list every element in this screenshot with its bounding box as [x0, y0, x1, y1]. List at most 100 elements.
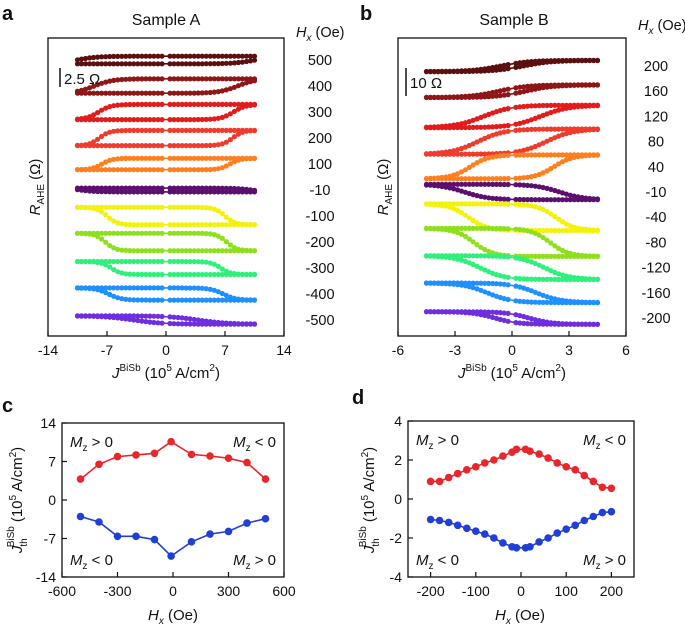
loop-point [423, 175, 430, 182]
loop-point [175, 248, 181, 254]
loop-point [536, 262, 542, 268]
loop-point [179, 204, 185, 210]
loop-point [478, 176, 484, 182]
loop-point [111, 128, 117, 134]
loop-point [247, 321, 254, 327]
loop-point [223, 139, 229, 145]
x-tick-label: -200 [417, 583, 445, 599]
loop-point [567, 192, 573, 198]
loop-point [183, 155, 189, 161]
data-point [562, 525, 570, 533]
loop-point [563, 300, 570, 306]
loop-point [82, 55, 89, 62]
loop-point [548, 152, 554, 158]
loop-point [466, 181, 472, 187]
loop-point [115, 156, 121, 162]
loop-hx--80 [423, 225, 601, 259]
series-positive [426, 445, 616, 493]
loop-point [451, 68, 457, 74]
loop-point [215, 155, 221, 161]
loop-point [247, 248, 254, 254]
loop-point [127, 117, 133, 123]
data-point [490, 456, 498, 464]
loop-point [179, 53, 185, 59]
loop-point [191, 321, 197, 327]
loop-point [151, 319, 157, 326]
loop-point [111, 77, 117, 83]
panel-a-ylabel: RAHE (Ω) [27, 159, 47, 216]
loop-point [91, 117, 97, 123]
loop-point [191, 143, 197, 149]
loop-point [123, 127, 129, 134]
loop-point [191, 185, 197, 191]
loop-point [119, 189, 125, 195]
loop-point [435, 253, 441, 260]
loop-point [87, 55, 93, 61]
panel-d-ylabel: JthBiSb(105 A/cm2) [358, 447, 382, 554]
data-point [571, 466, 579, 474]
loop-point [143, 297, 149, 303]
loop-point [199, 167, 205, 173]
loop-point [207, 101, 213, 107]
loop-point [167, 258, 173, 265]
loop-point [78, 56, 85, 62]
loop-point [82, 90, 89, 96]
loop-point [231, 53, 237, 59]
loop-point [123, 271, 129, 277]
loop-point [111, 285, 117, 291]
loop-point [211, 321, 217, 327]
loop-point [78, 116, 85, 122]
loop-point [215, 185, 221, 191]
loop-point [135, 167, 141, 173]
loop-point [451, 206, 457, 212]
loop-point [532, 143, 538, 150]
loop-point [74, 167, 81, 173]
loop-point [532, 321, 538, 327]
loop-point [143, 230, 149, 236]
loop-point [490, 181, 496, 187]
loop-point [171, 117, 177, 123]
loop-hx--100 [74, 204, 258, 228]
loop-point [147, 143, 153, 149]
loop-point [455, 147, 461, 153]
mz-annotation: Mz > 0 [233, 552, 276, 572]
loop-point [223, 248, 229, 254]
loop-point [505, 310, 511, 316]
loop-point [187, 230, 193, 236]
loop-point [536, 184, 542, 190]
loop-point [223, 297, 229, 303]
loop-point [528, 174, 535, 180]
loop-point [131, 313, 137, 319]
loop-hx--10 [74, 185, 258, 195]
loop-point [235, 53, 241, 59]
loop-point [111, 230, 117, 236]
loop-point [563, 191, 570, 197]
loop-hx--120 [423, 253, 601, 283]
loop-point [135, 189, 141, 195]
loop-point [470, 280, 476, 286]
loop-point [443, 184, 449, 190]
loop-point [159, 143, 165, 149]
loop-point [199, 127, 205, 133]
loop-hx-200 [423, 57, 601, 75]
loop-point [594, 102, 601, 108]
loop-point [462, 167, 468, 173]
x-tick-label: -600 [48, 583, 76, 599]
loop-point [556, 82, 562, 88]
loop-point [223, 113, 229, 119]
loop-point [107, 143, 113, 149]
loop-point [215, 61, 221, 67]
loop-point [470, 124, 476, 130]
loop-point [474, 193, 480, 199]
loop-point [575, 57, 581, 64]
loop-point [594, 82, 601, 88]
loop-point [427, 150, 433, 157]
loop-point [195, 222, 201, 228]
loop-point [431, 182, 437, 189]
loop-point [532, 204, 538, 210]
loop-point [524, 174, 531, 180]
loop-point [462, 253, 468, 259]
loop-point [171, 189, 177, 195]
loop-point [167, 271, 173, 278]
loop-point [536, 253, 542, 259]
